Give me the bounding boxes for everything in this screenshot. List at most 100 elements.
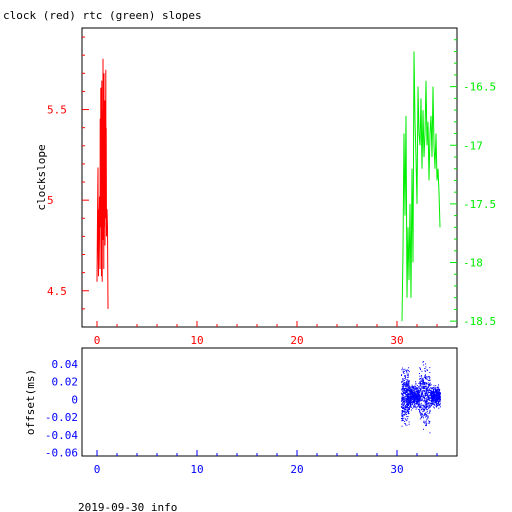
offset-point xyxy=(419,395,421,397)
offset-point xyxy=(423,361,425,363)
offset-point xyxy=(436,387,438,389)
offset-point xyxy=(417,397,419,399)
offset-point xyxy=(438,393,440,394)
offset-point xyxy=(438,398,440,400)
offset-point xyxy=(406,389,408,391)
offset-point xyxy=(426,415,428,417)
offset-point xyxy=(406,369,408,371)
offset-point xyxy=(438,397,440,399)
offset-point xyxy=(426,400,428,402)
offset-point xyxy=(403,382,405,384)
offset-point xyxy=(408,396,410,398)
offset-point xyxy=(411,388,413,390)
offset-point xyxy=(424,408,426,410)
offset-point xyxy=(419,387,421,389)
offset-point xyxy=(426,403,428,405)
offset-point xyxy=(408,398,410,399)
offset-point xyxy=(434,392,436,394)
offset-point xyxy=(436,395,438,397)
offset-point xyxy=(408,371,410,373)
offset-point xyxy=(427,380,429,382)
offset-point xyxy=(421,375,422,377)
offset-point xyxy=(407,381,409,383)
offset-point xyxy=(434,394,436,395)
offset-point xyxy=(418,383,420,384)
offset-point xyxy=(432,402,434,404)
offset-point xyxy=(416,400,418,402)
offset-point xyxy=(415,391,417,393)
offset-point xyxy=(412,386,414,388)
offset-point xyxy=(408,389,410,390)
offset-point xyxy=(404,413,406,415)
offset-point xyxy=(437,393,439,395)
offset-point xyxy=(424,402,426,404)
offset-point xyxy=(407,409,409,411)
offset-point xyxy=(429,384,431,386)
offset-point xyxy=(412,401,414,403)
offset-point xyxy=(427,395,429,397)
offset-point xyxy=(419,383,421,385)
offset-point xyxy=(437,395,439,397)
offset-point xyxy=(416,399,418,401)
offset-point xyxy=(422,379,424,381)
offset-point xyxy=(403,370,405,372)
offset-point xyxy=(401,420,403,421)
offset-point xyxy=(435,399,437,401)
offset-point xyxy=(436,396,438,398)
offset-point xyxy=(428,376,430,378)
offset-point xyxy=(424,371,426,373)
offset-point xyxy=(430,384,432,386)
offset-point xyxy=(421,386,423,388)
offset-point xyxy=(427,390,429,392)
offset-point xyxy=(405,384,407,386)
offset-point xyxy=(437,401,439,403)
offset-point xyxy=(433,404,435,405)
offset-point xyxy=(427,387,429,389)
offset-point xyxy=(426,389,428,391)
offset-point xyxy=(417,398,419,400)
offset-point xyxy=(419,399,421,401)
offset-point xyxy=(413,397,415,399)
offset-point xyxy=(417,389,419,391)
offset-point xyxy=(426,404,428,406)
offset-point xyxy=(407,405,409,406)
offset-point xyxy=(418,402,420,404)
offset-point xyxy=(414,403,416,405)
offset-point xyxy=(435,390,437,391)
offset-point xyxy=(429,391,431,393)
offset-point xyxy=(429,389,431,391)
offset-point xyxy=(411,403,413,405)
offset-point xyxy=(425,414,427,416)
offset-point xyxy=(413,386,415,388)
offset-point xyxy=(402,393,404,394)
offset-point xyxy=(403,399,405,401)
offset-point xyxy=(427,394,429,396)
offset-point xyxy=(427,409,429,411)
offset-point xyxy=(408,393,410,395)
offset-point xyxy=(428,384,430,385)
offset-point xyxy=(425,386,427,388)
offset-point xyxy=(437,402,439,404)
offset-point xyxy=(438,390,440,392)
offset-point xyxy=(422,380,424,382)
offset-point xyxy=(425,425,427,427)
offset-point xyxy=(426,422,428,424)
offset-point xyxy=(416,398,418,400)
offset-point xyxy=(402,399,404,401)
offset-point xyxy=(411,384,413,386)
offset-point xyxy=(424,421,426,423)
offset-point xyxy=(436,390,438,392)
rtc-slope-line xyxy=(401,51,441,322)
offset-point xyxy=(405,418,406,420)
offset-point xyxy=(437,398,439,400)
offset-point xyxy=(433,389,434,391)
offset-point xyxy=(416,385,418,386)
offset-point xyxy=(428,420,430,422)
offset-point xyxy=(422,399,424,401)
offset-point xyxy=(409,395,411,397)
offset-point xyxy=(406,388,408,390)
offset-point xyxy=(426,382,428,384)
offset-point xyxy=(404,388,406,389)
offset-point xyxy=(421,394,423,395)
offset-point xyxy=(436,405,437,407)
